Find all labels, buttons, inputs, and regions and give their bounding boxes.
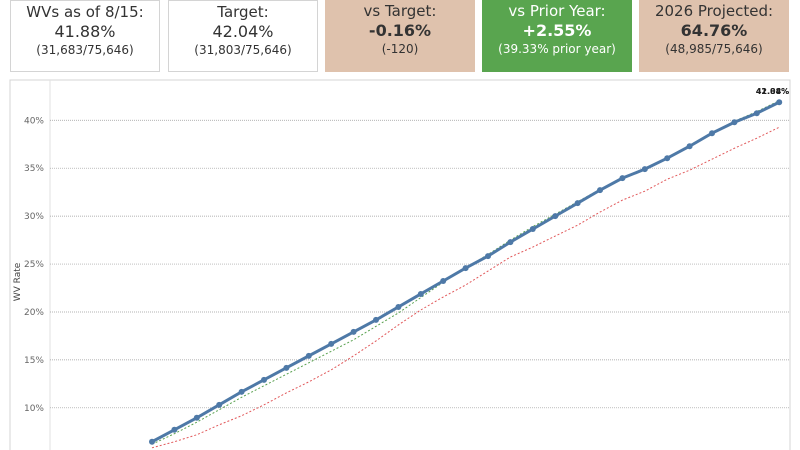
data-point (395, 303, 402, 310)
data-point (193, 414, 200, 421)
card-sub: (-120) (381, 42, 419, 56)
data-point (597, 187, 603, 194)
series-line (151, 100, 780, 444)
data-point (753, 110, 760, 117)
kpi-card: vs Prior Year: +2.55% (39.33% prior year… (482, 0, 632, 72)
card-title: vs Target: (363, 2, 437, 20)
kpi-card: vs Target: -0.16% (-120) (325, 0, 475, 72)
data-point (216, 401, 223, 408)
value-label: 42.04% (756, 87, 789, 96)
card-sub: (39.33% prior year) (498, 42, 616, 56)
card-title: 2026 Projected: (654, 2, 774, 20)
data-point (529, 226, 536, 233)
data-point (507, 239, 514, 246)
data-point (261, 376, 267, 383)
card-title: vs Prior Year: (508, 2, 606, 20)
data-point (171, 426, 178, 433)
data-point (373, 316, 379, 323)
data-point (686, 143, 693, 150)
data-point (664, 155, 671, 162)
card-sub: (31,803/75,646) (194, 43, 292, 57)
data-point (462, 265, 469, 272)
data-point (350, 328, 357, 335)
data-point (485, 253, 491, 260)
data-point (440, 278, 447, 285)
kpi-card: 2026 Projected: 64.76% (48,985/75,646) (639, 0, 789, 72)
kpi-card: Target: 42.04% (31,803/75,646) (168, 0, 318, 72)
data-point (283, 364, 290, 371)
data-point (238, 388, 245, 395)
y-tick-label: 30% (24, 212, 44, 222)
plot-area (149, 99, 783, 449)
y-tick-label: 25% (24, 260, 44, 270)
data-point (574, 200, 581, 207)
y-tick-label: 35% (24, 164, 44, 174)
data-point (417, 290, 424, 297)
series-line (151, 126, 780, 449)
y-tick-label: 10% (24, 404, 44, 414)
y-axis-label: WV Rate (13, 262, 23, 301)
y-tick-label: 40% (24, 116, 44, 126)
data-point (709, 130, 715, 137)
card-sub: (48,985/75,646) (665, 42, 763, 56)
y-tick-label: 20% (24, 308, 44, 318)
chart-frame (9, 79, 791, 450)
data-point (619, 175, 626, 182)
card-sub: (31,683/75,646) (36, 43, 134, 57)
data-point (305, 352, 312, 359)
value-label: 41.88% (756, 87, 789, 96)
y-tick-label: 15% (24, 356, 44, 366)
card-value: 41.88% (54, 22, 116, 41)
card-value: +2.55% (522, 21, 592, 40)
series-line (151, 100, 780, 445)
data-point (552, 213, 559, 220)
card-value: 42.04% (212, 22, 274, 41)
data-point (328, 340, 335, 347)
card-value: 64.76% (680, 21, 748, 40)
card-value: -0.16% (368, 21, 432, 40)
data-point (731, 119, 738, 126)
card-title: WVs as of 8/15: (26, 3, 144, 21)
card-title: Target: (217, 3, 269, 21)
data-point (776, 99, 783, 106)
data-point (641, 166, 648, 173)
kpi-card: WVs as of 8/15: 41.88% (31,683/75,646) (10, 0, 160, 72)
data-point (149, 438, 155, 445)
